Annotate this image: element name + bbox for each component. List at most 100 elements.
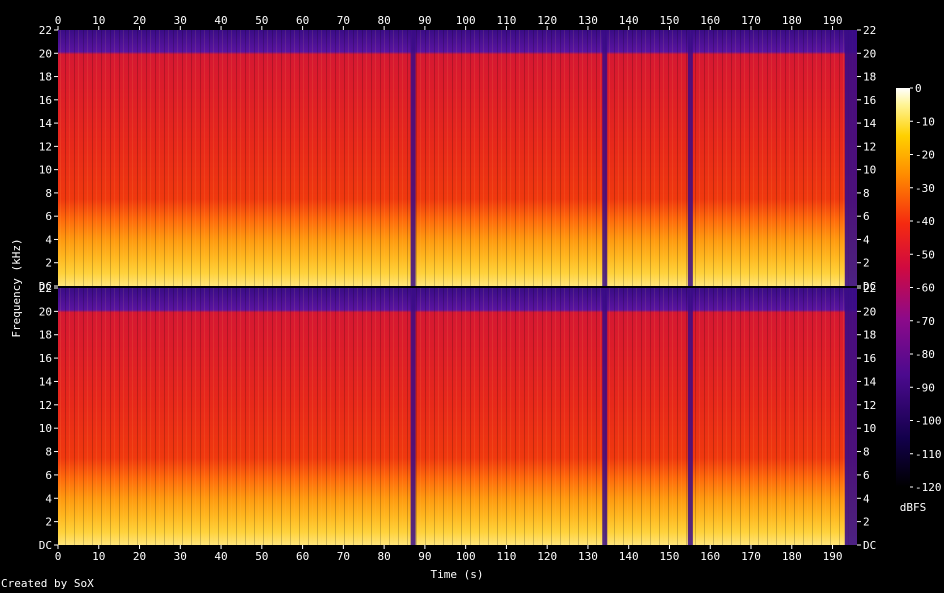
y-tick-label: 10 <box>863 422 876 435</box>
x-tick-label: 100 <box>456 14 476 27</box>
y-tick-label: 12 <box>39 140 52 153</box>
quiet-gap <box>687 288 693 545</box>
x-tick-label: 160 <box>700 550 720 563</box>
x-tick-label: 170 <box>741 14 761 27</box>
x-tick-label: 140 <box>619 550 639 563</box>
x-tick-label: 40 <box>214 550 227 563</box>
y-tick-label: 16 <box>39 352 52 365</box>
x-tick-label: 90 <box>418 14 431 27</box>
y-tick-label: 16 <box>39 94 52 107</box>
y-tick-label: 12 <box>863 140 876 153</box>
quiet-gap <box>844 30 857 286</box>
y-tick-label: 10 <box>39 164 52 177</box>
x-tick-label: 180 <box>782 550 802 563</box>
y-tick-label: 14 <box>39 375 53 388</box>
colorbar-tick-label: -50 <box>915 248 935 261</box>
y-tick-label: 8 <box>45 187 52 200</box>
colorbar <box>896 88 910 487</box>
colorbar-tick-label: -40 <box>915 215 935 228</box>
x-tick-label: 70 <box>337 550 350 563</box>
y-tick-label: 6 <box>45 469 52 482</box>
y-tick-label: 18 <box>863 71 876 84</box>
quiet-gap <box>602 288 608 545</box>
quiet-gap <box>410 288 416 545</box>
x-tick-label: 130 <box>578 14 598 27</box>
x-tick-label: 190 <box>823 550 843 563</box>
y-tick-label: 12 <box>863 399 876 412</box>
x-tick-label: 70 <box>337 14 350 27</box>
x-tick-label: 20 <box>133 550 146 563</box>
quiet-gap <box>602 30 608 286</box>
y-tick-label: 22 <box>863 24 876 37</box>
x-tick-label: 40 <box>214 14 227 27</box>
quiet-gap <box>410 30 416 286</box>
x-tick-label: 80 <box>377 550 390 563</box>
x-tick-label: 10 <box>92 550 105 563</box>
y-tick-label: 14 <box>863 375 877 388</box>
y-tick-label: DC <box>39 539 52 552</box>
x-tick-label: 100 <box>456 550 476 563</box>
y-tick-label: 18 <box>39 329 52 342</box>
colorbar-tick-label: -90 <box>915 381 935 394</box>
y-tick-label: 4 <box>45 492 52 505</box>
y-tick-label: 4 <box>45 233 52 246</box>
x-axis-label: Time (s) <box>431 568 484 581</box>
x-tick-label: 30 <box>174 14 187 27</box>
y-tick-label: DC <box>39 280 52 293</box>
x-tick-label: 30 <box>174 550 187 563</box>
spectrogram-texture <box>58 30 857 286</box>
x-tick-label: 0 <box>55 550 62 563</box>
x-tick-label: 120 <box>537 550 557 563</box>
y-tick-label: 20 <box>863 47 876 60</box>
y-tick-label: 22 <box>863 282 876 295</box>
x-tick-label: 150 <box>660 550 680 563</box>
y-tick-label: 10 <box>863 164 876 177</box>
y-tick-label: 18 <box>863 329 876 342</box>
colorbar-tick-label: -100 <box>915 415 942 428</box>
y-tick-label: 2 <box>863 516 870 529</box>
x-tick-label: 190 <box>823 14 843 27</box>
x-tick-label: 110 <box>496 14 516 27</box>
x-tick-label: 120 <box>537 14 557 27</box>
y-tick-label: 4 <box>863 233 870 246</box>
x-tick-label: 140 <box>619 14 639 27</box>
x-tick-label: 160 <box>700 14 720 27</box>
y-tick-label: 6 <box>863 469 870 482</box>
y-tick-label: 2 <box>45 516 52 529</box>
x-tick-label: 80 <box>377 14 390 27</box>
colorbar-tick-label: -10 <box>915 115 935 128</box>
y-tick-label: 14 <box>863 117 877 130</box>
x-tick-label: 110 <box>496 550 516 563</box>
y-tick-label: 8 <box>45 446 52 459</box>
x-tick-label: 20 <box>133 14 146 27</box>
x-tick-label: 60 <box>296 14 309 27</box>
spectrogram-texture <box>58 288 857 545</box>
y-tick-label: 22 <box>39 282 52 295</box>
y-tick-label: 18 <box>39 71 52 84</box>
y-tick-label: 20 <box>39 305 52 318</box>
x-tick-label: 150 <box>660 14 680 27</box>
y-tick-label: DC <box>863 539 876 552</box>
y-tick-label: 8 <box>863 187 870 200</box>
x-tick-label: 90 <box>418 550 431 563</box>
colorbar-tick-label: 0 <box>915 82 922 95</box>
x-tick-label: 60 <box>296 550 309 563</box>
y-tick-label: 22 <box>39 24 52 37</box>
y-tick-label: 10 <box>39 422 52 435</box>
y-tick-label: 16 <box>863 94 876 107</box>
y-tick-label: 4 <box>863 492 870 505</box>
y-tick-label: 20 <box>39 47 52 60</box>
y-tick-label: 8 <box>863 446 870 459</box>
y-axis-label: Frequency (kHz) <box>10 238 23 337</box>
y-tick-label: 2 <box>863 257 870 270</box>
y-tick-label: 12 <box>39 399 52 412</box>
colorbar-tick-label: -60 <box>915 282 935 295</box>
quiet-gap <box>687 30 693 286</box>
colorbar-tick-label: -120 <box>915 481 942 494</box>
y-tick-label: 6 <box>863 210 870 223</box>
y-tick-label: 16 <box>863 352 876 365</box>
x-tick-label: 180 <box>782 14 802 27</box>
